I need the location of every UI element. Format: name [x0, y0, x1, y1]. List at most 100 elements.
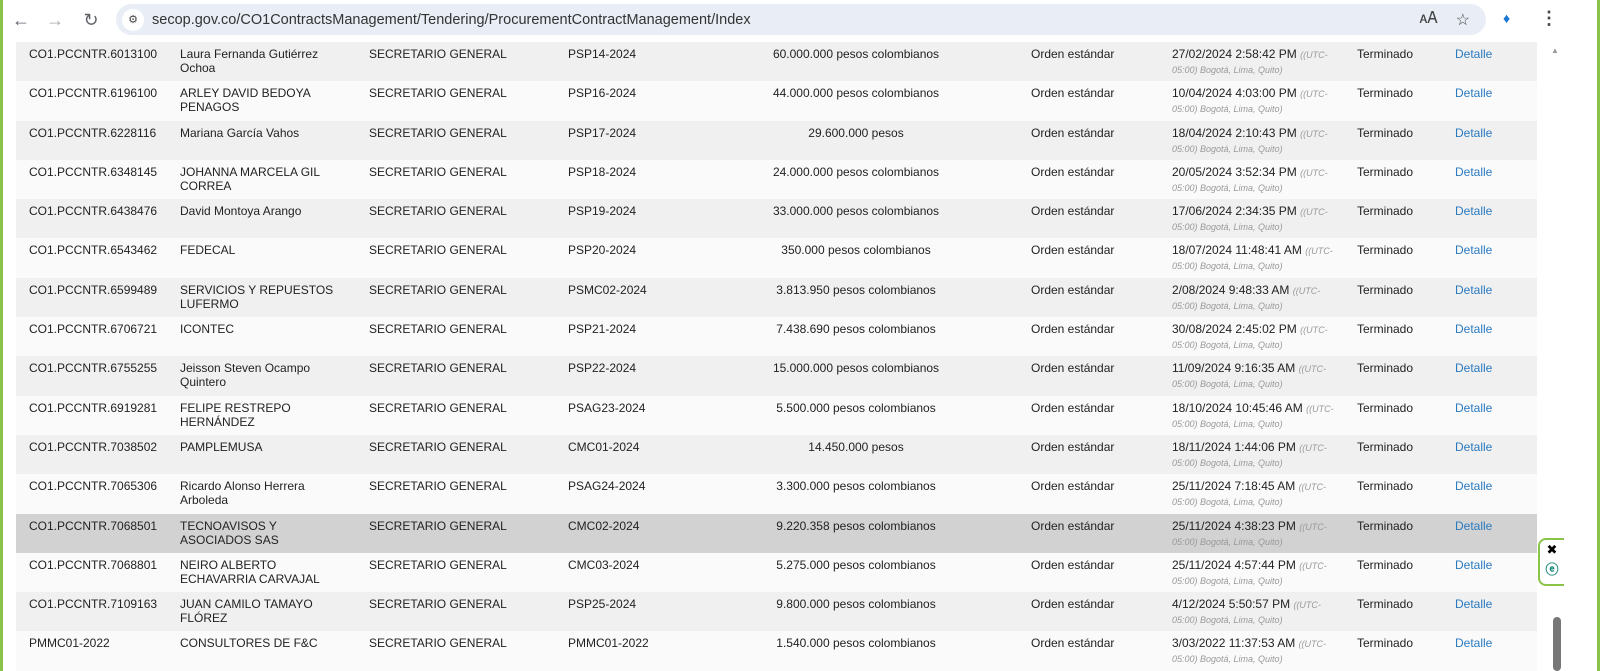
- close-circle-icon[interactable]: ✖: [1546, 542, 1558, 557]
- status-text: Terminado: [1357, 282, 1414, 297]
- detail-link[interactable]: Detalle: [1455, 322, 1492, 336]
- detail-link-text[interactable]: Detalle: [1455, 164, 1493, 179]
- status-text: Terminado: [1357, 86, 1414, 101]
- supplier-name-text: Laura Fernanda Gutiérrez Ochoa: [180, 47, 319, 75]
- translate-icon[interactable]: 🗚: [1419, 9, 1438, 27]
- supplier-name: CONSULTORES DE F&C: [180, 636, 340, 650]
- detail-link-text[interactable]: Detalle: [1455, 204, 1493, 219]
- table-row[interactable]: CO1.PCCNTR.7038502 PAMPLEMUSA SECRETARIO G…: [16, 434, 1537, 475]
- table-row[interactable]: CO1.PCCNTR.6543462 FEDECAL SECRETARIO GENE…: [16, 238, 1537, 278]
- contract-value: 14.450.000 pesos: [736, 440, 976, 454]
- status: Terminado: [1357, 479, 1413, 493]
- reference-text: PSP19-2024: [568, 204, 637, 219]
- table-row[interactable]: CO1.PCCNTR.7109163 JUAN CAMILO TAMAYO FLÓ…: [16, 592, 1537, 632]
- date: 25/11/2024 4:57:44 PM ((UTC-05:00) Bogot…: [1172, 558, 1337, 588]
- reference: PSP25-2024: [568, 597, 636, 611]
- detail-link[interactable]: Detalle: [1455, 283, 1492, 297]
- address-bar[interactable]: ⚙ secop.gov.co/CO1ContractsManagement/Te…: [116, 4, 1486, 35]
- detail-link[interactable]: Detalle: [1455, 361, 1492, 375]
- date-text: 17/06/2024 2:34:35 PM: [1172, 204, 1297, 219]
- detail-link-text[interactable]: Detalle: [1455, 243, 1493, 258]
- table-row[interactable]: CO1.PCCNTR.6599489 SERVICIOS Y REPUESTOS …: [16, 277, 1537, 318]
- detail-link-text[interactable]: Detalle: [1455, 282, 1493, 297]
- timezone-text: ((UTC-05:00) Bogotá, Lima, Quito): [1172, 325, 1328, 351]
- detail-link[interactable]: Detalle: [1455, 47, 1492, 61]
- reload-icon[interactable]: ↻: [83, 9, 99, 30]
- scrollbar-thumb[interactable]: [1553, 617, 1561, 671]
- date-text: 20/05/2024 3:52:34 PM: [1172, 164, 1297, 179]
- table-row[interactable]: CO1.PCCNTR.7068501 TECNOAVISOS Y ASOCIADO…: [16, 513, 1537, 553]
- table-row[interactable]: CO1.PCCNTR.6348145 JOHANNA MARCELA GIL CO…: [16, 159, 1537, 200]
- department-text: SECRETARIO GENERAL: [369, 322, 507, 337]
- detail-link-text[interactable]: Detalle: [1455, 636, 1493, 651]
- detail-link-text[interactable]: Detalle: [1455, 479, 1493, 494]
- detail-link[interactable]: Detalle: [1455, 597, 1492, 611]
- detail-link[interactable]: Detalle: [1455, 126, 1492, 140]
- reference-text: PSP17-2024: [568, 125, 637, 140]
- detail-link[interactable]: Detalle: [1455, 636, 1492, 650]
- scroll-up-arrow-icon[interactable]: ▲: [1551, 46, 1559, 55]
- detail-link[interactable]: Detalle: [1455, 401, 1492, 415]
- status: Terminado: [1357, 597, 1413, 611]
- contract-type-text: Orden estándar: [1031, 322, 1115, 337]
- reference: PSMC02-2024: [568, 283, 647, 297]
- table-row[interactable]: CO1.PCCNTR.6755255 Jeisson Steven Ocampo …: [16, 356, 1537, 396]
- e-circle-icon[interactable]: ⓔ: [1545, 562, 1559, 577]
- contract-type: Orden estándar: [1031, 440, 1114, 454]
- detail-link[interactable]: Detalle: [1455, 558, 1492, 572]
- detail-link-text[interactable]: Detalle: [1455, 597, 1493, 612]
- contract-value: 7.438.690 pesos colombianos: [736, 322, 976, 336]
- detail-link-text[interactable]: Detalle: [1455, 557, 1493, 572]
- timezone-text: ((UTC-05:00) Bogotá, Lima, Quito): [1172, 50, 1328, 75]
- department: SECRETARIO GENERAL: [369, 636, 507, 650]
- date-text: 27/02/2024 2:58:42 PM: [1172, 47, 1297, 61]
- department-text: SECRETARIO GENERAL: [369, 47, 507, 61]
- contract-value-text: 14.450.000 pesos: [808, 439, 904, 454]
- table-row[interactable]: CO1.PCCNTR.6438476 David Montoya Arango SE…: [16, 199, 1537, 239]
- detail-link[interactable]: Detalle: [1455, 204, 1492, 218]
- department-text: SECRETARIO GENERAL: [369, 479, 507, 494]
- reference: PSP22-2024: [568, 361, 636, 375]
- detail-link-text[interactable]: Detalle: [1455, 400, 1493, 415]
- url-text[interactable]: secop.gov.co/CO1ContractsManagement/Tend…: [152, 11, 751, 28]
- table-row[interactable]: PMMC01-2022 CONSULTORES DE F&C SECRETARIO …: [16, 631, 1537, 671]
- contract-type: Orden estándar: [1031, 322, 1114, 336]
- detail-link-text[interactable]: Detalle: [1455, 86, 1493, 101]
- detail-link[interactable]: Detalle: [1455, 165, 1492, 179]
- table-row[interactable]: CO1.PCCNTR.7068801 NEIRO ALBERTO ECHAVARR…: [16, 552, 1537, 593]
- detail-link-text[interactable]: Detalle: [1455, 125, 1493, 140]
- table-row[interactable]: CO1.PCCNTR.6706721 ICONTEC SECRETARIO GENE…: [16, 317, 1537, 357]
- table-row[interactable]: CO1.PCCNTR.6228116 Mariana García Vahos SE…: [16, 120, 1537, 160]
- detail-link[interactable]: Detalle: [1455, 243, 1492, 257]
- table-row[interactable]: CO1.PCCNTR.6919281 FELIPE RESTREPO HERNÁN…: [16, 395, 1537, 435]
- contract-id: CO1.PCCNTR.6228116: [29, 126, 179, 140]
- department: SECRETARIO GENERAL: [369, 86, 507, 100]
- table-row[interactable]: CO1.PCCNTR.6196100 ARLEY DAVID BEDOYA PEN…: [16, 81, 1537, 121]
- detail-link-text[interactable]: Detalle: [1455, 439, 1493, 454]
- detail-link[interactable]: Detalle: [1455, 519, 1492, 533]
- extension-icon[interactable]: ♦: [1503, 10, 1511, 26]
- detail-link[interactable]: Detalle: [1455, 440, 1492, 454]
- contract-value: 15.000.000 pesos colombianos: [736, 361, 976, 375]
- detail-link-text[interactable]: Detalle: [1455, 518, 1493, 533]
- detail-link[interactable]: Detalle: [1455, 479, 1492, 493]
- menu-kebab-icon[interactable]: ⋮: [1540, 8, 1558, 28]
- table-row[interactable]: CO1.PCCNTR.7065306 Ricardo Alonso Herrera…: [16, 474, 1537, 514]
- supplier-name: FEDECAL: [180, 243, 340, 257]
- contract-value-text: 350.000 pesos colombianos: [781, 243, 931, 258]
- contract-type-text: Orden estándar: [1031, 86, 1115, 101]
- detail-link-text[interactable]: Detalle: [1455, 47, 1493, 61]
- back-icon[interactable]: ←: [12, 9, 30, 30]
- contract-type: Orden estándar: [1031, 479, 1114, 493]
- detail-link-text[interactable]: Detalle: [1455, 322, 1493, 337]
- table-row[interactable]: CO1.PCCNTR.6013100 Laura Fernanda Gutiérr…: [16, 42, 1537, 82]
- detail-link[interactable]: Detalle: [1455, 86, 1492, 100]
- supplier-name: David Montoya Arango: [180, 204, 340, 218]
- detail-link-text[interactable]: Detalle: [1455, 361, 1493, 376]
- contract-type-text: Orden estándar: [1031, 400, 1115, 415]
- bookmark-star-icon[interactable]: ☆: [1455, 11, 1470, 29]
- supplier-name: ARLEY DAVID BEDOYA PENAGOS: [180, 86, 340, 114]
- site-settings-icon[interactable]: ⚙: [122, 8, 144, 31]
- contract-type: Orden estándar: [1031, 283, 1114, 297]
- forward-icon[interactable]: →: [46, 9, 64, 30]
